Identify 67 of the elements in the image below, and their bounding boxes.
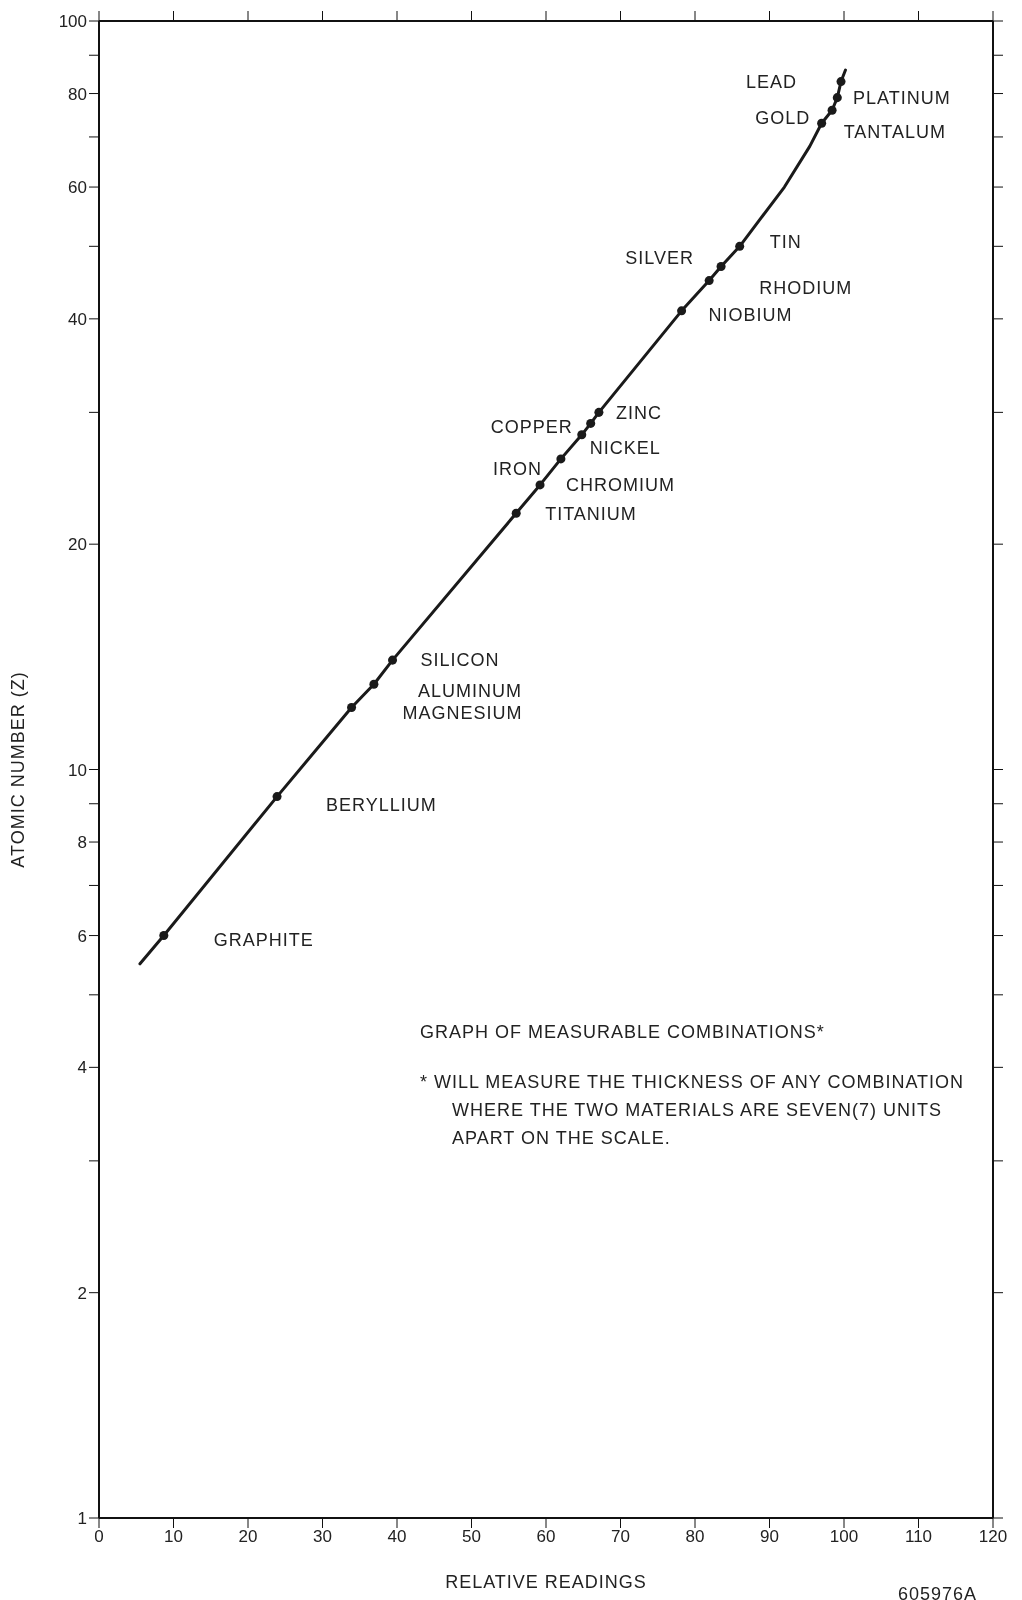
point (586, 418, 596, 428)
x-tick-label: 100 (829, 1527, 859, 1547)
annotation: PLATINUM (853, 87, 951, 108)
y-tick-label: 80 (68, 84, 87, 104)
point (388, 655, 398, 665)
x-tick-label: 10 (164, 1527, 183, 1547)
x-axis-title: RELATIVE READINGS (445, 1572, 647, 1592)
y-tick-label: 20 (68, 535, 87, 555)
y-tick-label: 10 (68, 760, 87, 780)
point (716, 261, 726, 271)
x-tick-label: 50 (462, 1527, 481, 1547)
annotation: * WILL MEASURE THE THICKNESS OF ANY COMBINATION WHERE THE TWO MATERIALS ARE SEVEN(7) UNITS APART ON THE SCALE. (420, 1071, 966, 1150)
annotation: GRAPHITE (213, 929, 314, 950)
x-tick-label: 70 (611, 1527, 630, 1547)
point (832, 93, 842, 103)
annotation: TANTALUM (843, 121, 946, 142)
annotation: TIN (769, 231, 802, 252)
x-tick-label: 30 (313, 1527, 332, 1547)
y-tick-label: 6 (77, 926, 87, 946)
point (159, 931, 169, 941)
point (817, 118, 827, 128)
annotation: NIOBIUM (708, 305, 793, 326)
annotation: SILVER (625, 247, 695, 268)
y-axis-title: ATOMIC NUMBER (Z) (8, 671, 29, 868)
x-tick-label: 40 (387, 1527, 407, 1547)
x-tick-label: 0 (94, 1527, 104, 1547)
point (369, 679, 379, 689)
point (677, 306, 687, 316)
point (827, 105, 837, 115)
point (577, 430, 587, 440)
point (347, 703, 357, 713)
annotation: LEAD (745, 71, 798, 92)
point (594, 407, 604, 417)
x-tick-label: 80 (685, 1527, 705, 1547)
y-tick-label: 1 (77, 1509, 87, 1529)
x-tick-label: 60 (536, 1527, 556, 1547)
annotation: GRAPH OF MEASURABLE COMBINATIONS* (420, 1021, 826, 1044)
point (704, 276, 714, 286)
annotation: SILICON (420, 650, 500, 671)
point (272, 792, 282, 802)
point (735, 241, 745, 251)
y-tick-label: 60 (68, 178, 87, 198)
annotation: MAGNESIUM (402, 702, 523, 723)
annotation: NICKEL (589, 438, 661, 459)
y-tick-label: 8 (77, 833, 87, 853)
x-tick-label: 20 (238, 1527, 258, 1547)
y-tick-label: 2 (77, 1283, 87, 1303)
annotation: ZINC (615, 402, 662, 423)
annotation: CHROMIUM (566, 475, 676, 496)
annotation: GOLD (755, 107, 811, 128)
annotation: ALUMINUM (417, 680, 522, 701)
x-tick-label: 120 (978, 1527, 1008, 1547)
annotation: RHODIUM (759, 277, 853, 298)
x-tick-label: 110 (904, 1527, 933, 1547)
x-tick-label: 90 (760, 1527, 779, 1547)
annotation: COPPER (490, 416, 573, 437)
point (836, 77, 846, 87)
point (511, 508, 521, 518)
text: 605976A (898, 1583, 979, 1600)
y-tick-label: 100 (58, 12, 87, 32)
annotation: BERYLLIUM (326, 794, 437, 815)
annotation: TITANIUM (545, 504, 637, 525)
y-tick-label: 4 (77, 1058, 87, 1078)
point (535, 480, 545, 490)
y-tick-label: 40 (68, 309, 87, 329)
annotation: IRON (492, 459, 542, 480)
point (556, 454, 566, 464)
